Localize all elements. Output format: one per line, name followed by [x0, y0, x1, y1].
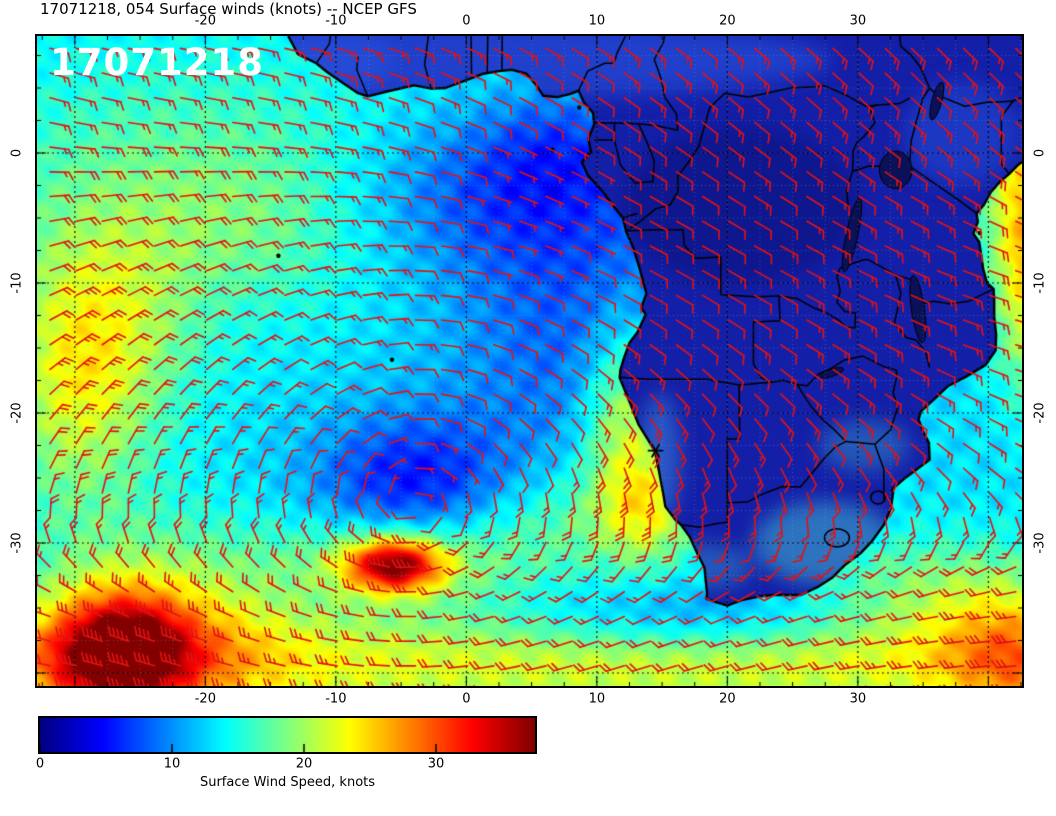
map-plot-area: 17071218: [35, 34, 1024, 688]
colorbar: [38, 716, 537, 754]
lon-tick-label-bottom: -20: [194, 691, 216, 707]
lon-tick-label-bottom: 20: [719, 691, 736, 707]
lon-tick-label-bottom: 0: [462, 691, 471, 707]
lat-tick-label-left: 0: [9, 148, 25, 158]
colorbar-label: Surface Wind Speed, knots: [199, 775, 376, 790]
lon-tick-label-top: 30: [849, 13, 867, 29]
plot-title: 17071218, 054 Surface winds (knots) -- N…: [40, 0, 417, 18]
lon-tick-label-top: 10: [588, 13, 606, 29]
map-datetime-overlay: 17071218: [50, 41, 264, 84]
lon-tick-label-top: 0: [462, 13, 471, 29]
lat-tick-label-left: -10: [9, 272, 25, 294]
lat-tick-label-left: -30: [9, 532, 25, 554]
lat-tick-label-right: 0: [1032, 148, 1048, 158]
colorbar-tick-label: 10: [163, 756, 181, 772]
wind-map-canvas: [37, 36, 1022, 686]
lat-tick-label-left: -20: [9, 402, 25, 424]
lon-tick-label-top: -10: [325, 13, 347, 29]
lon-tick-label-top: -20: [194, 13, 216, 29]
lon-tick-label-top: 20: [719, 13, 736, 29]
lon-tick-label-bottom: -10: [325, 691, 347, 707]
colorbar-tick-label: 30: [427, 756, 445, 772]
colorbar-tick-label: 20: [295, 756, 313, 772]
lon-tick-label-bottom: 10: [588, 691, 606, 707]
lat-tick-label-right: -10: [1032, 272, 1048, 294]
colorbar-gradient: [40, 718, 535, 752]
colorbar-tick-label: 0: [35, 756, 45, 772]
lat-tick-label-right: -30: [1032, 532, 1048, 554]
lat-tick-label-right: -20: [1032, 402, 1048, 424]
lon-tick-label-bottom: 30: [849, 691, 867, 707]
